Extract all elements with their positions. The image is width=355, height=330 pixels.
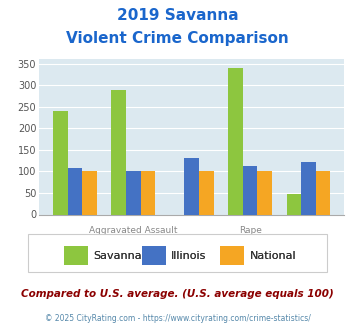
Bar — [301, 162, 316, 214]
Bar — [184, 158, 199, 214]
Bar — [257, 171, 272, 214]
Text: Illinois: Illinois — [171, 251, 207, 261]
Text: Robbery: Robbery — [290, 240, 327, 248]
Text: Rape: Rape — [239, 226, 262, 235]
Text: Savanna: Savanna — [93, 251, 142, 261]
Text: All Violent Crime: All Violent Crime — [37, 240, 113, 248]
Bar — [286, 194, 301, 214]
Text: 2019 Savanna: 2019 Savanna — [117, 8, 238, 23]
Bar — [199, 171, 214, 214]
Text: National: National — [250, 251, 296, 261]
Text: Illinois: Illinois — [171, 251, 207, 261]
Text: Murder & Mans...: Murder & Mans... — [153, 240, 230, 248]
Bar — [53, 111, 67, 214]
Bar — [67, 168, 82, 214]
Text: © 2025 CityRating.com - https://www.cityrating.com/crime-statistics/: © 2025 CityRating.com - https://www.city… — [45, 314, 310, 323]
Text: Violent Crime Comparison: Violent Crime Comparison — [66, 31, 289, 46]
Text: National: National — [250, 251, 296, 261]
Bar — [228, 68, 243, 214]
Text: Aggravated Assault: Aggravated Assault — [89, 226, 178, 235]
Text: Savanna: Savanna — [93, 251, 142, 261]
Bar — [141, 171, 155, 214]
Text: Compared to U.S. average. (U.S. average equals 100): Compared to U.S. average. (U.S. average … — [21, 289, 334, 299]
Bar — [111, 89, 126, 214]
Bar — [82, 171, 97, 214]
Bar — [243, 166, 257, 214]
Bar — [316, 171, 331, 214]
Bar — [126, 171, 141, 214]
